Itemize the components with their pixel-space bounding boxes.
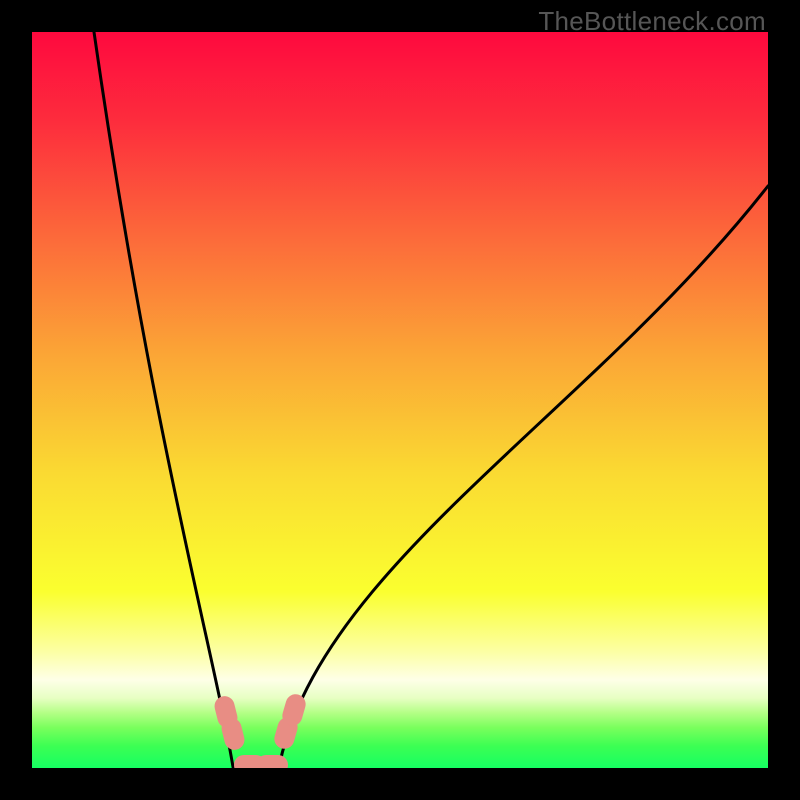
plot-area bbox=[32, 32, 768, 768]
curve-marker bbox=[256, 755, 288, 768]
watermark-text: TheBottleneck.com bbox=[538, 6, 766, 37]
bottleneck-curve bbox=[32, 32, 768, 768]
